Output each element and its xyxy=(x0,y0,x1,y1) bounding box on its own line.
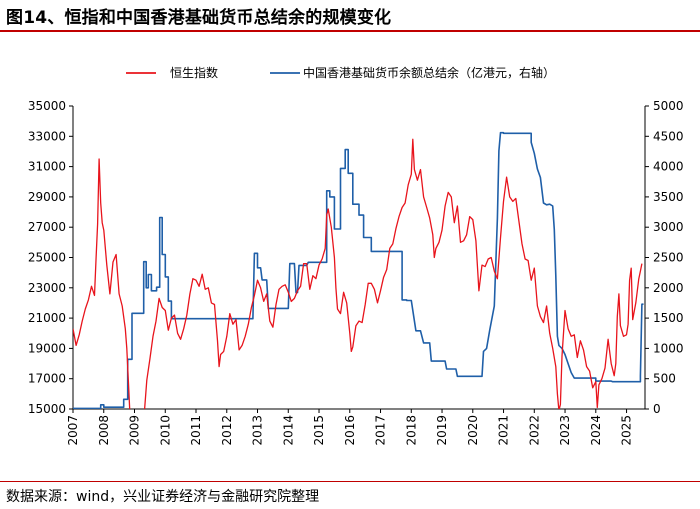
title-bar: 图14、恒指和中国香港基础货币总结余的规模变化 xyxy=(0,0,700,30)
y-right-tick-label: 5000 xyxy=(653,99,684,113)
y-right-tick-label: 2000 xyxy=(653,281,684,295)
y-right-tick-label: 4500 xyxy=(653,129,684,143)
y-left-tick-label: 15000 xyxy=(28,402,66,416)
y-left-tick-label: 33000 xyxy=(28,129,66,143)
x-tick-label: 2021 xyxy=(497,415,511,446)
y-left-tick-label: 31000 xyxy=(28,160,66,174)
title-divider xyxy=(0,30,700,32)
figure-title: 图14、恒指和中国香港基础货币总结余的规模变化 xyxy=(6,8,392,28)
dual-axis-line-chart: 恒生指数 中国香港基础货币余额总结余（亿港元，右轴） 1500017000190… xyxy=(28,65,684,446)
y-left-tick-label: 23000 xyxy=(28,281,66,295)
x-tick-label: 2008 xyxy=(97,415,111,446)
legend-label-hsi: 恒生指数 xyxy=(170,65,218,80)
plot-area xyxy=(73,131,644,409)
x-tick-label: 2022 xyxy=(527,415,541,446)
x-tick-label: 2019 xyxy=(435,415,449,446)
x-tick-label: 2023 xyxy=(558,415,572,446)
y-right-tick-label: 500 xyxy=(653,372,676,386)
y-left-tick-label: 35000 xyxy=(28,99,66,113)
series-line-balance xyxy=(73,131,644,409)
x-tick-label: 2010 xyxy=(158,415,172,446)
y-right-tick-label: 1500 xyxy=(653,311,684,325)
x-tick-label: 2007 xyxy=(66,415,80,446)
x-tick-label: 2012 xyxy=(220,415,234,446)
y-left-tick-label: 19000 xyxy=(28,341,66,355)
x-tick-label: 2024 xyxy=(589,415,603,446)
y-right-tick-label: 3500 xyxy=(653,190,684,204)
x-tick-label: 2013 xyxy=(251,415,265,446)
data-source-note: 数据来源：wind，兴业证券经济与金融研究院整理 xyxy=(6,489,320,505)
y-right-tick-label: 1000 xyxy=(653,341,684,355)
footer-divider xyxy=(0,481,700,482)
x-tick-label: 2020 xyxy=(466,415,480,446)
x-tick-label: 2017 xyxy=(374,415,388,446)
y-right-tick-label: 3000 xyxy=(653,220,684,234)
y-left-tick-label: 27000 xyxy=(28,220,66,234)
x-tick-label: 2018 xyxy=(404,415,418,446)
x-tick-label: 2016 xyxy=(343,415,357,446)
y-left-tick-label: 17000 xyxy=(28,372,66,386)
legend-label-balance: 中国香港基础货币余额总结余（亿港元，右轴） xyxy=(303,65,555,80)
y-left-tick-label: 29000 xyxy=(28,190,66,204)
chart-axes: 1500017000190002100023000250002700029000… xyxy=(28,99,684,446)
y-right-tick-label: 0 xyxy=(653,402,661,416)
x-tick-label: 2009 xyxy=(128,415,142,446)
x-tick-label: 2014 xyxy=(281,415,295,446)
x-tick-label: 2015 xyxy=(312,415,326,446)
x-tick-label: 2011 xyxy=(189,415,203,446)
y-right-tick-label: 2500 xyxy=(653,251,684,265)
chart-legend: 恒生指数 中国香港基础货币余额总结余（亿港元，右轴） xyxy=(126,65,555,80)
y-left-tick-label: 25000 xyxy=(28,251,66,265)
y-right-tick-label: 4000 xyxy=(653,160,684,174)
x-tick-label: 2025 xyxy=(620,415,634,446)
y-left-tick-label: 21000 xyxy=(28,311,66,325)
series-line-hsi xyxy=(73,138,643,409)
